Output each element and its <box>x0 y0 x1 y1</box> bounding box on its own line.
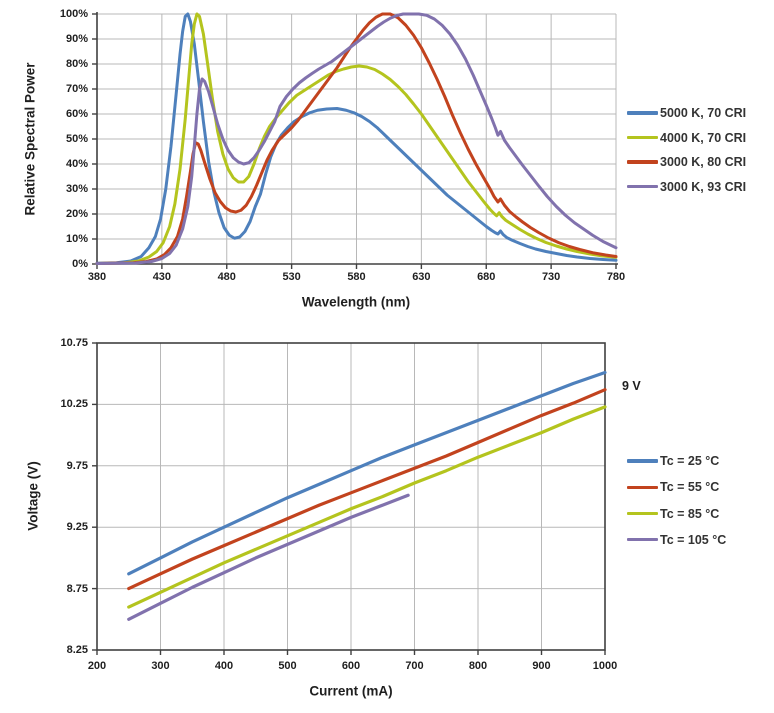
y-tick-label: 60% <box>65 108 88 120</box>
y-tick-label: 20% <box>65 208 88 220</box>
legend-item: Tc = 105 °C <box>627 531 726 549</box>
y-tick-label: 9.25 <box>66 521 88 534</box>
series-curve-tc-25-c <box>127 370 607 576</box>
y-tick-label: 8.75 <box>66 582 88 595</box>
spectral-legend: 5000 K, 70 CRI 4000 K, 70 CRI 3000 K, 80 C… <box>627 104 767 214</box>
legend-item: Tc = 55 °C <box>627 478 719 496</box>
x-tick-label: 680 <box>477 271 496 283</box>
legend-item: Tc = 85 °C <box>627 505 719 523</box>
legend-label: Tc = 55 °C <box>660 480 720 495</box>
legend-swatch <box>627 459 658 463</box>
y-tick-label: 80% <box>65 58 88 70</box>
y-tick-label: 100% <box>59 8 88 20</box>
y-tick-label: 90% <box>65 33 88 45</box>
x-tick-label: 580 <box>347 271 366 283</box>
x-tick-label: 730 <box>541 271 561 283</box>
series-curve-5000-k-70-cri <box>95 12 618 265</box>
x-tick-label: 500 <box>278 660 297 672</box>
legend-label: Tc = 85 °C <box>660 506 720 521</box>
x-tick-label: 630 <box>412 271 431 283</box>
legend-swatch <box>627 184 658 189</box>
legend-item: 5000 K, 70 CRI <box>627 104 746 122</box>
legend-swatch <box>627 538 658 542</box>
y-tick-label: 10.25 <box>60 398 88 411</box>
legend-label: Tc = 105 °C <box>660 532 727 547</box>
x-tick-label: 600 <box>341 660 361 672</box>
legend-swatch <box>627 512 658 516</box>
x-tick-label: 430 <box>152 271 172 283</box>
x-tick-label: 380 <box>87 271 107 283</box>
y-tick-label: 8.25 <box>66 644 88 656</box>
series-curve-3000-k-93-cri <box>95 12 618 265</box>
y-tick-label: 40% <box>65 158 88 170</box>
x-tick-label: 800 <box>468 660 488 672</box>
series-curve-3000-k-80-cri <box>95 12 618 265</box>
series-curve-tc-105-c <box>127 493 410 621</box>
x-tick-label: 200 <box>87 660 107 672</box>
x-tick-label: 1000 <box>592 660 618 672</box>
legend-item: 4000 K, 70 CRI <box>627 129 746 147</box>
legend-swatch <box>627 111 658 115</box>
y-tick-label: 9.75 <box>66 459 88 472</box>
legend-item: Tc = 25 °C <box>627 452 719 470</box>
series-curve-tc-55-c <box>127 388 607 591</box>
x-tick-label: 300 <box>151 660 170 672</box>
vi-legend: Tc = 25 °C Tc = 55 °C Tc = 85 °C Tc = 105 °… <box>627 452 767 567</box>
x-tick-label: 400 <box>214 660 234 672</box>
y-tick-label: 10.75 <box>60 337 88 349</box>
legend-label: 4000 K, 70 CRI <box>660 130 747 145</box>
legend-swatch <box>627 160 658 164</box>
y-tick-label: 30% <box>65 183 88 195</box>
legend-label: 3000 K, 93 CRI <box>660 179 747 194</box>
legend-label: 5000 K, 70 CRI <box>660 106 747 120</box>
legend-label: 3000 K, 80 CRI <box>660 155 747 169</box>
nine-volt-annotation: 9 V <box>622 379 641 393</box>
legend-item: 3000 K, 93 CRI <box>627 178 746 196</box>
x-tick-label: 700 <box>405 660 424 672</box>
spectral-x-axis-title: Wavelength (nm) <box>301 294 411 310</box>
legend-swatch <box>627 485 658 489</box>
legend-label: Tc = 25 °C <box>660 454 720 468</box>
y-tick-label: 10% <box>65 233 88 245</box>
series-curve-tc-85-c <box>127 405 607 609</box>
x-tick-label: 780 <box>606 271 626 283</box>
y-tick-label: 70% <box>65 83 88 95</box>
x-tick-label: 480 <box>217 271 236 283</box>
x-tick-label: 530 <box>282 271 301 283</box>
x-tick-label: 900 <box>532 660 551 672</box>
y-tick-label: 50% <box>65 133 88 145</box>
legend-item: 3000 K, 80 CRI <box>627 153 746 171</box>
y-tick-label: 0% <box>72 258 88 270</box>
legend-swatch <box>627 135 658 140</box>
vi-x-axis-title: Current (mA) <box>309 683 393 699</box>
